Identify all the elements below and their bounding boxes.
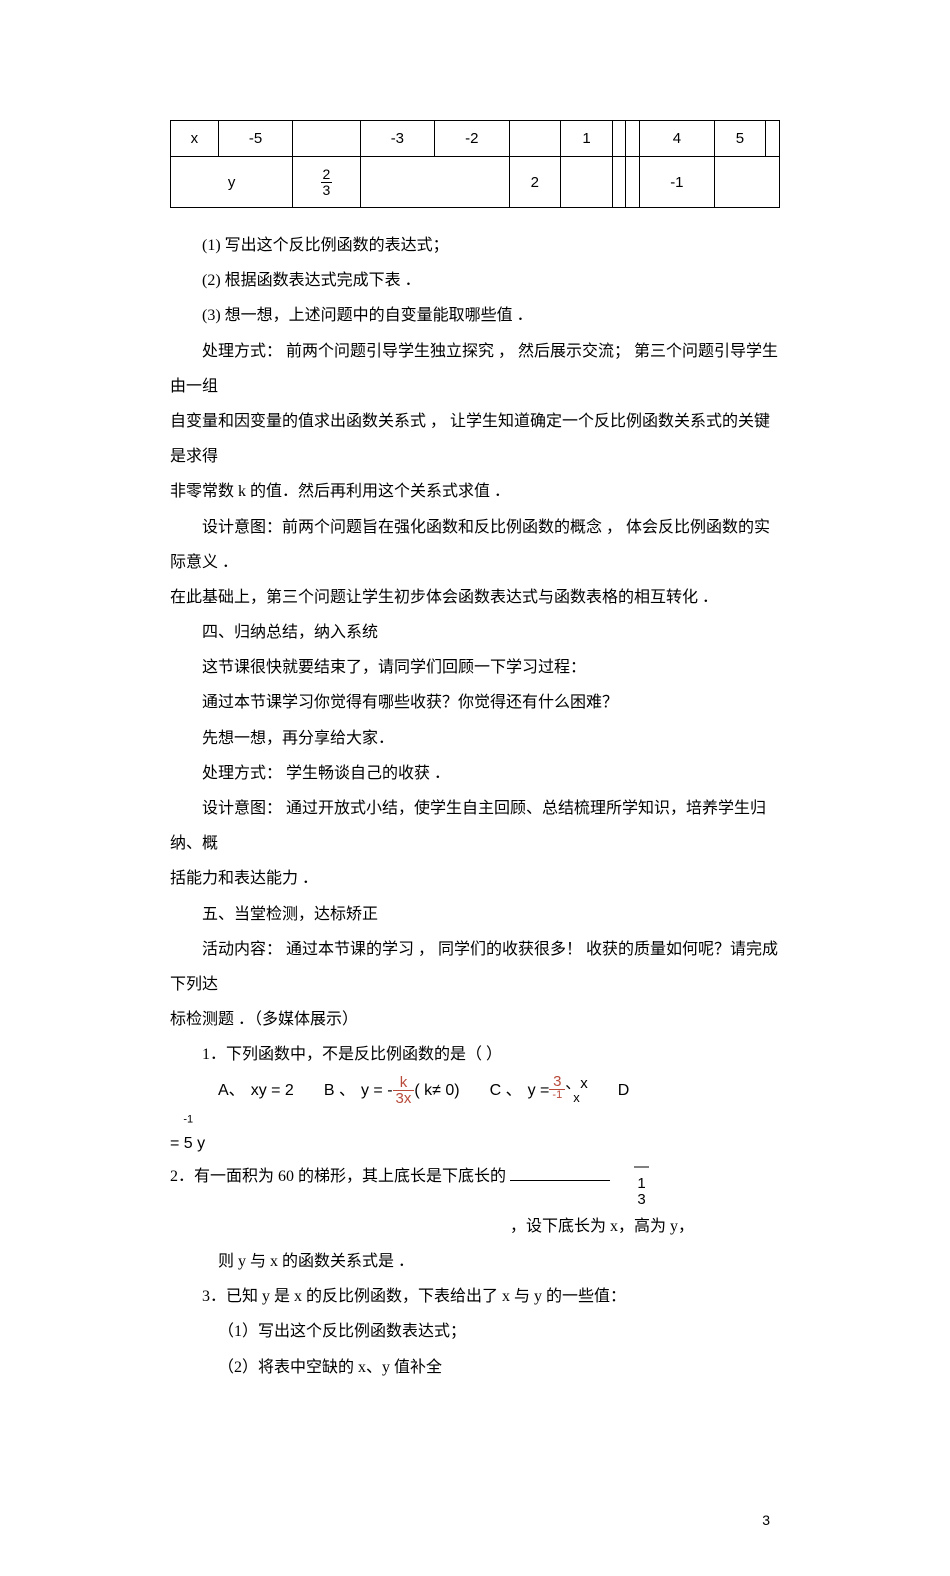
cell: 2 [509, 157, 561, 208]
stack-label: 、x x [565, 1076, 588, 1104]
problem-2: 2．有一面积为 60 的梯形，其上底长是下底长的 — 1 3 ，设下底长为 x，… [170, 1159, 780, 1244]
cell [561, 157, 613, 208]
cell [626, 121, 640, 157]
cell-fraction: 2 3 [293, 157, 360, 208]
cell [293, 121, 360, 157]
paragraph: 设计意图： 通过开放式小结，使学生自主回顾、总结梳理所学知识，培养学生归纳、概 [170, 791, 780, 861]
question-3: (3) 想一想，上述问题中的自变量能取哪些值 ． [170, 298, 780, 333]
cell [509, 121, 561, 157]
cell: -2 [435, 121, 509, 157]
option-d: D [618, 1073, 636, 1108]
cell [612, 157, 626, 208]
cell [714, 157, 779, 208]
cell: y [171, 157, 293, 208]
paragraph: 括能力和表达能力 ． [170, 861, 780, 896]
question-1: (1) 写出这个反比例函数的表达式； [170, 228, 780, 263]
paragraph: 自变量和因变量的值求出函数关系式 ， 让学生知道确定一个反比例函数关系式的关键是… [170, 404, 780, 474]
problem-3-sub2: （2）将表中空缺的 x、y 值补全 [170, 1350, 780, 1385]
question-2: (2) 根据函数表达式完成下表 ． [170, 263, 780, 298]
option-a: A、 xy = 2 [218, 1073, 294, 1108]
page-number: 3 [170, 1505, 780, 1536]
paragraph: 先想一想，再分享给大家． [170, 721, 780, 756]
table-row: x -5 -3 -2 1 4 5 [171, 121, 780, 157]
problem-2-blank: 则 y 与 x 的函数关系式是 ． [170, 1244, 780, 1279]
problem-3: 3．已知 y 是 x 的反比例函数，下表给出了 x 与 y 的一些值： [170, 1279, 780, 1314]
paragraph: 非零常数 k 的值．然后再利用这个关系式求值 ． [170, 474, 780, 509]
problem-3-sub1: （1）写出这个反比例函数表达式； [170, 1314, 780, 1349]
paragraph: 这节课很快就要结束了，请同学们回顾一下学习过程： [170, 650, 780, 685]
cell: -1 [640, 157, 714, 208]
section-heading: 五、当堂检测，达标矫正 [170, 897, 780, 932]
cell: -5 [218, 121, 292, 157]
document-page: x -5 -3 -2 1 4 5 y 2 3 2 [0, 0, 950, 1576]
paragraph: 活动内容： 通过本节课的学习 ， 同学们的收获很多！ 收获的质量如何呢？请完成下… [170, 932, 780, 1002]
cell: 4 [640, 121, 714, 157]
fraction: 2 3 [321, 167, 333, 199]
problem-1: 1．下列函数中，不是反比例函数的是（ ） [170, 1037, 780, 1072]
cell [360, 157, 509, 208]
trailing-expression: -1 = 5 y [170, 1114, 780, 1154]
paragraph: 标检测题 ．（多媒体展示） [170, 1002, 780, 1037]
cell [766, 121, 780, 157]
cell: x [171, 121, 219, 157]
option-b: B 、 y = - k 3x ( k≠ 0) [324, 1073, 460, 1108]
cell [626, 157, 640, 208]
paragraph: 设计意图：前两个问题旨在强化函数和反比例函数的概念 ， 体会反比例函数的实际意义… [170, 510, 780, 580]
fraction: 3 -1 [549, 1074, 565, 1107]
cell: 5 [714, 121, 766, 157]
section-heading: 四、归纳总结，纳入系统 [170, 615, 780, 650]
paragraph: 通过本节课学习你觉得有哪些收获？你觉得还有什么困难？ [170, 685, 780, 720]
table-row: y 2 3 2 -1 [171, 157, 780, 208]
cell [612, 121, 626, 157]
cell: -3 [360, 121, 434, 157]
paragraph: 处理方式： 前两个问题引导学生独立探究 ， 然后展示交流； 第三个问题引导学生由… [170, 334, 780, 404]
problem-1-options: A、 xy = 2 B 、 y = - k 3x ( k≠ 0) C 、 y =… [218, 1073, 780, 1108]
xy-table: x -5 -3 -2 1 4 5 y 2 3 2 [170, 120, 780, 208]
cell: 1 [561, 121, 613, 157]
fraction-stack: — 1 3 [634, 1159, 649, 1209]
problem-2-tail: ，设下底长为 x，高为 y， [510, 1209, 780, 1244]
blank-underline [510, 1164, 610, 1181]
paragraph: 处理方式： 学生畅谈自己的收获 ． [170, 756, 780, 791]
paragraph: 在此基础上，第三个问题让学生初步体会函数表达式与函数表格的相互转化 ． [170, 580, 780, 615]
fraction: k 3x [393, 1075, 415, 1106]
option-c: C 、 y = 3 -1 、x x [490, 1073, 588, 1108]
